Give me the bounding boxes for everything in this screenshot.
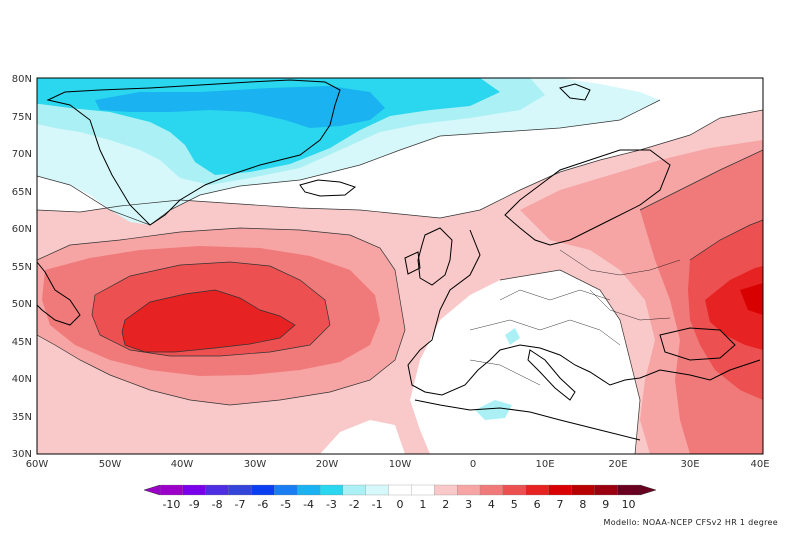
lat-label-65n: 65N xyxy=(12,187,32,198)
colorbar-labels: -10 -9 -8 -7 -6 -5 -4 -3 -2 -1 0 1 2 3 4 5 6 7 8 9 10 xyxy=(162,498,635,511)
colorbar-label: 0 xyxy=(397,498,404,511)
colorbar-swatch xyxy=(274,484,298,496)
colorbar-swatch xyxy=(434,484,458,496)
colorbar-label: 3 xyxy=(465,498,472,511)
lat-label-75n: 75N xyxy=(12,112,32,123)
lon-label-30e: 30E xyxy=(680,459,699,470)
map-frame xyxy=(36,77,764,455)
anomaly-fill-0-1-atlantic xyxy=(320,420,405,454)
model-credit: Modello: NOAA-NCEP CFSv2 HR 1 degree xyxy=(603,518,778,527)
colorbar-swatch xyxy=(296,484,321,496)
lat-label-45n: 45N xyxy=(12,337,32,348)
colorbar-arrow-right xyxy=(639,484,657,496)
colorbar-swatch xyxy=(571,484,595,496)
lon-label-50w: 50W xyxy=(99,459,122,470)
colorbar xyxy=(143,484,657,496)
lat-label-40n: 40N xyxy=(12,374,32,385)
colorbar-label: 1 xyxy=(419,498,426,511)
colorbar-swatch xyxy=(159,484,184,496)
anomaly-fill-5-6-atlantic xyxy=(122,290,295,352)
lat-label-80n: 80N xyxy=(12,74,32,85)
colorbar-swatch xyxy=(182,484,207,496)
lon-label-20w: 20W xyxy=(316,459,339,470)
lat-label-30n: 30N xyxy=(12,449,32,460)
anomaly-fill-0-1-europe xyxy=(410,270,640,454)
colorbar-label: 4 xyxy=(488,498,495,511)
lat-label-70n: 70N xyxy=(12,149,32,160)
lat-label-35n: 35N xyxy=(12,412,32,423)
colorbar-swatch xyxy=(319,484,344,496)
colorbar-label: -2 xyxy=(349,498,360,511)
colorbar-swatch xyxy=(251,484,275,496)
colorbar-label: -8 xyxy=(212,498,223,511)
colorbar-swatch xyxy=(411,484,435,496)
colorbar-label: -9 xyxy=(189,498,200,511)
colorbar-swatch xyxy=(342,484,367,496)
colorbar-swatch xyxy=(594,484,618,496)
lon-label-30w: 30W xyxy=(244,459,267,470)
colorbar-label: -1 xyxy=(372,498,383,511)
colorbar-label: 10 xyxy=(622,498,636,511)
colorbar-label: -4 xyxy=(303,498,314,511)
anomaly-fill-neg-small xyxy=(475,400,512,420)
colorbar-label: 2 xyxy=(442,498,449,511)
map-plot-area xyxy=(37,78,763,454)
anomaly-fill-neg-4 xyxy=(95,86,385,128)
contour-lines xyxy=(37,99,763,454)
colorbar-label: -5 xyxy=(280,498,291,511)
colorbar-label: -3 xyxy=(326,498,337,511)
lon-label-10e: 10E xyxy=(535,459,554,470)
colorbar-swatch xyxy=(388,484,412,496)
colorbar-swatch xyxy=(525,484,550,496)
coastlines xyxy=(37,79,761,441)
anomaly-fill-neg-small2 xyxy=(505,328,520,345)
colorbar-swatch xyxy=(365,484,390,496)
longitude-labels: 60W 50W 40W 30W 20W 10W 0 10E 20E 30E 40… xyxy=(26,459,770,470)
lon-label-0: 0 xyxy=(470,459,476,470)
lat-label-50n: 50N xyxy=(12,299,32,310)
colorbar-swatch xyxy=(616,484,641,496)
colorbar-arrow-left xyxy=(143,484,161,496)
colorbar-swatch xyxy=(479,484,504,496)
colorbar-swatch xyxy=(502,484,527,496)
lon-label-60w: 60W xyxy=(26,459,49,470)
colorbar-swatch xyxy=(548,484,572,496)
lon-label-10w: 10W xyxy=(389,459,412,470)
colorbar-label: 9 xyxy=(602,498,609,511)
country-borders xyxy=(469,249,681,386)
colorbar-label: -10 xyxy=(162,498,180,511)
anomaly-fill-5-6-east xyxy=(705,266,763,350)
lat-label-60n: 60N xyxy=(12,224,32,235)
lon-label-40e: 40E xyxy=(750,459,769,470)
colorbar-label: -7 xyxy=(235,498,246,511)
lon-label-20e: 20E xyxy=(608,459,627,470)
colorbar-label: 7 xyxy=(557,498,564,511)
colorbar-label: 8 xyxy=(579,498,586,511)
lat-label-55n: 55N xyxy=(12,262,32,273)
colorbar-swatch xyxy=(228,484,252,496)
latitude-labels: 80N 75N 70N 65N 60N 55N 50N 45N 40N 35N … xyxy=(12,74,32,460)
lon-label-40w: 40W xyxy=(171,459,194,470)
colorbar-label: -6 xyxy=(257,498,268,511)
colorbar-label: 5 xyxy=(511,498,518,511)
colorbar-swatch xyxy=(205,484,230,496)
colorbar-swatch xyxy=(456,484,481,496)
anomaly-fill-6-7-east xyxy=(740,283,763,315)
colorbar-label: 6 xyxy=(534,498,541,511)
